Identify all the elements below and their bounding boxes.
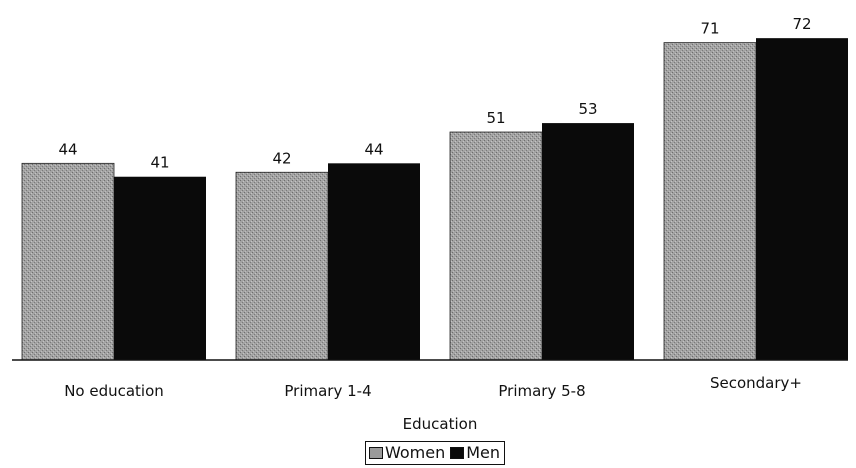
category-label-3: Secondary+ (710, 374, 802, 392)
legend-label-women: Women (385, 443, 446, 462)
legend-label-men: Men (466, 443, 501, 462)
value-label-men-3: 72 (792, 15, 811, 33)
bar-men-2 (542, 123, 634, 360)
value-labels-group: 44 41 42 44 51 53 71 72 (58, 15, 811, 172)
value-label-women-0: 44 (58, 140, 77, 158)
bar-men-0 (114, 176, 206, 360)
legend-item-men: Men (450, 443, 500, 463)
legend-swatch-women (369, 447, 383, 459)
category-labels-group: No education Primary 1-4 Primary 5-8 Second… (64, 374, 802, 400)
value-label-women-3: 71 (700, 20, 719, 38)
bar-women-0 (21, 162, 115, 361)
legend-item-women: Women (369, 443, 445, 463)
bar-women-2 (449, 131, 543, 361)
category-label-0: No education (64, 382, 164, 400)
category-label-2: Primary 5-8 (498, 382, 585, 400)
legend-swatch-men (450, 447, 465, 459)
value-label-women-1: 42 (272, 149, 291, 167)
legend: Women Men (365, 441, 506, 465)
x-axis-title: Education (403, 415, 478, 433)
bar-women-1 (235, 171, 329, 361)
value-label-men-0: 41 (150, 154, 169, 172)
bar-women-3 (663, 42, 757, 361)
category-label-1: Primary 1-4 (284, 382, 371, 400)
bars-group (21, 38, 848, 361)
value-label-women-2: 51 (486, 109, 505, 127)
bar-men-3 (756, 38, 848, 360)
value-label-men-2: 53 (578, 100, 597, 118)
bar-men-1 (328, 163, 420, 360)
value-label-men-1: 44 (364, 140, 383, 158)
